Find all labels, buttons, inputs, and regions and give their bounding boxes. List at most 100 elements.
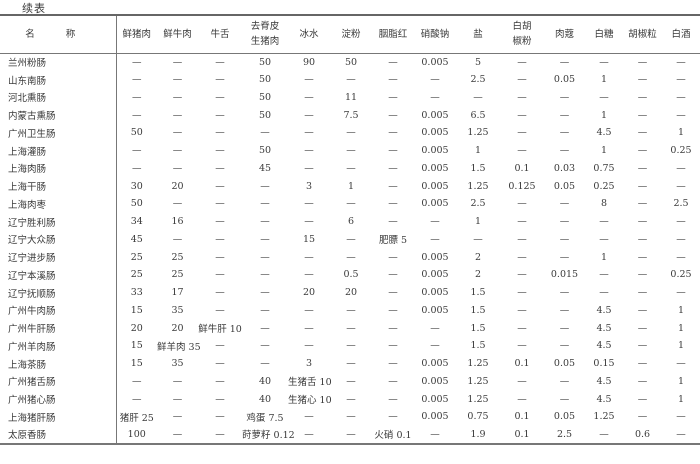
table-cell: — [388,91,398,103]
row-name-cell: 上海肉肠 [0,159,117,178]
table-cell: — [215,91,225,103]
table-cell: — [637,358,648,370]
table-cell: — [172,393,183,405]
table-cell: 0.1 [514,411,530,423]
row-name-cell: 上海灌肠 [0,141,117,160]
table-cell: — [637,74,648,86]
table-cell: — [388,340,398,352]
table-cell: — [172,74,183,86]
column-header: 鲜牛肉 [157,14,198,54]
table-cell: 鲜羊肉 35 [157,341,201,353]
table-row: 上海干肠 30 20 — — 3 1 — 0.005 1.25 0.125 0.05 0.25 — — [0,177,700,195]
table-cell: 0.6 [623,425,662,445]
table-cell: — [559,109,570,121]
table-cell: 莳萝籽 0.12 [242,425,295,445]
row-name-cell: 上海猪肝肠 [0,408,117,426]
table-cell: 0.05 [553,74,576,86]
table-cell: — [517,233,527,245]
table-row: 广州羊肉肠 15 鲜羊肉 35 — — — — — — 1.5 — — 4.5 — 1 [0,337,700,355]
table-cell: 4.5 [596,127,612,139]
table-cell: — [260,180,270,192]
table-cell: 33 [130,287,143,299]
table-cell: — [304,216,314,228]
table-cell: — [388,304,398,316]
table-cell: — [637,287,648,299]
table-cell: 1 [474,216,482,228]
table-cell: 0.005 [421,287,449,299]
table-cell: 2.5 [673,198,689,210]
table-cell: — [172,375,183,387]
table-cell: — [517,340,527,352]
table-cell: — [414,425,456,445]
table-cell: — [346,145,356,157]
table-cell: — [517,393,527,405]
table-cell: 25 [171,251,184,263]
row-name-cell: 广州卫生肠 [0,124,117,142]
table-cell: — [215,375,225,387]
table-cell: 2.5 [470,74,486,86]
table-cell: — [637,304,648,316]
table-cell: — [430,216,440,228]
table-cell: 35 [171,358,184,370]
table-cell: 1 [677,375,685,387]
row-name-cell: 辽宁进步肠 [0,248,117,266]
table-cell: 1 [600,145,608,157]
table-cell: — [215,127,225,139]
table-cell: 0.005 [421,109,449,121]
table-cell: 8 [600,198,608,210]
row-name-cell: 辽宁抚顺肠 [0,283,117,302]
table-cell: — [559,198,570,210]
table-cell: — [517,91,527,103]
column-header: 名 称 [0,14,117,54]
table-cell: 0.005 [421,393,449,405]
table-cell: 1 [677,393,685,405]
table-cell: — [388,180,398,192]
table-cell: — [304,74,314,86]
row-name-cell: 辽宁大众肠 [0,230,117,249]
table-cell: 1 [677,322,685,334]
table-cell: 100 [116,425,157,445]
table-row: 辽宁大众肠 45 — — — 15 — 肥膘 5 — — — — — — — [0,230,700,249]
table-cell: 0.005 [421,304,449,316]
table-cell: — [559,56,570,68]
table-cell: 1.25 [467,358,489,370]
table-cell: 20 [344,287,358,299]
column-header: 鲜猪肉 [116,14,157,54]
table-caption: 续表 [22,2,46,15]
table-cell: — [637,91,648,103]
table-cell: 4.5 [596,322,612,334]
table-cell: — [346,411,356,423]
table-cell: — [430,91,440,103]
table-cell: — [388,411,398,423]
table-cell: — [346,233,356,245]
table-cell: — [388,109,398,121]
table-cell: — [330,425,372,445]
table-cell: 15 [130,340,143,352]
table-cell: 50 [258,91,272,103]
table-cell: — [215,340,225,352]
table-cell: — [637,109,648,121]
table-cell: 1.5 [470,340,486,352]
table-cell: 0.1 [514,358,530,370]
table-row: 上海肉肠 — — — 45 — — — 0.005 1.5 0.1 0.03 0.75 — — [0,159,700,178]
table-row: 广州牛肉肠 15 35 — — — — — 0.005 1.5 — — 4.5 — 1 [0,301,700,320]
table-cell: 50 [258,56,272,68]
table-cell: 0.005 [421,56,449,68]
column-header: 胡椒粒 [623,14,662,54]
table-cell: — [215,393,225,405]
table-cell: — [559,287,570,299]
table-cell: — [346,198,356,210]
table-cell: — [388,162,398,174]
table-cell: 15 [130,358,143,370]
table-cell: 15 [130,304,143,316]
table-row: 河北熏肠 — — — 50 — 11 — — — — — — — — [0,88,700,107]
table-cell: — [260,287,270,299]
table-cell: — [260,304,270,316]
table-cell: — [637,127,648,139]
table-cell: — [388,127,398,139]
table-cell: 2 [474,251,482,263]
table-cell: 50 [130,127,143,139]
table-cell: — [637,56,648,68]
table-cell: 20 [302,287,316,299]
column-header: 白糖 [585,14,623,54]
